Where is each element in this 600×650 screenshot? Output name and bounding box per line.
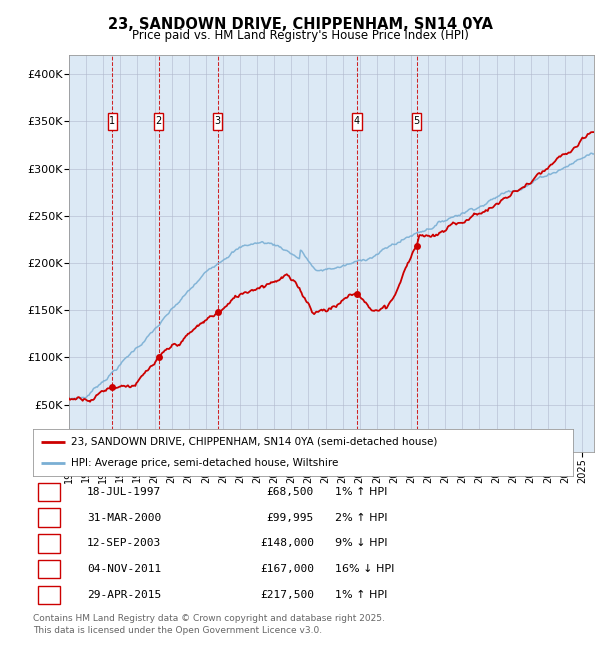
Text: 5: 5 [46,590,53,600]
Text: 3: 3 [46,538,53,549]
Text: £167,000: £167,000 [260,564,314,574]
FancyBboxPatch shape [412,113,421,130]
Text: 1: 1 [109,116,115,126]
Text: 2: 2 [46,513,53,523]
Text: 2% ↑ HPI: 2% ↑ HPI [335,513,388,523]
Text: 5: 5 [413,116,420,126]
FancyBboxPatch shape [154,113,163,130]
Text: 2: 2 [155,116,162,126]
Text: 1: 1 [46,487,53,497]
Text: 29-APR-2015: 29-APR-2015 [87,590,161,600]
Text: 4: 4 [46,564,53,574]
FancyBboxPatch shape [213,113,223,130]
Text: Contains HM Land Registry data © Crown copyright and database right 2025.
This d: Contains HM Land Registry data © Crown c… [33,614,385,635]
Text: £99,995: £99,995 [266,513,314,523]
Text: 16% ↓ HPI: 16% ↓ HPI [335,564,395,574]
Text: Price paid vs. HM Land Registry's House Price Index (HPI): Price paid vs. HM Land Registry's House … [131,29,469,42]
Text: 23, SANDOWN DRIVE, CHIPPENHAM, SN14 0YA: 23, SANDOWN DRIVE, CHIPPENHAM, SN14 0YA [107,17,493,32]
Text: £68,500: £68,500 [266,487,314,497]
Text: 1% ↑ HPI: 1% ↑ HPI [335,487,388,497]
Text: 31-MAR-2000: 31-MAR-2000 [87,513,161,523]
Text: £217,500: £217,500 [260,590,314,600]
Text: 04-NOV-2011: 04-NOV-2011 [87,564,161,574]
FancyBboxPatch shape [38,483,60,501]
Text: 4: 4 [354,116,360,126]
Text: HPI: Average price, semi-detached house, Wiltshire: HPI: Average price, semi-detached house,… [71,458,338,468]
FancyBboxPatch shape [108,113,117,130]
Text: 23, SANDOWN DRIVE, CHIPPENHAM, SN14 0YA (semi-detached house): 23, SANDOWN DRIVE, CHIPPENHAM, SN14 0YA … [71,437,437,447]
Text: 9% ↓ HPI: 9% ↓ HPI [335,538,388,549]
FancyBboxPatch shape [38,508,60,527]
FancyBboxPatch shape [38,560,60,578]
Text: 1% ↑ HPI: 1% ↑ HPI [335,590,388,600]
Text: 3: 3 [215,116,221,126]
FancyBboxPatch shape [38,586,60,604]
FancyBboxPatch shape [38,534,60,552]
Text: 18-JUL-1997: 18-JUL-1997 [87,487,161,497]
FancyBboxPatch shape [352,113,362,130]
Text: 12-SEP-2003: 12-SEP-2003 [87,538,161,549]
Text: £148,000: £148,000 [260,538,314,549]
